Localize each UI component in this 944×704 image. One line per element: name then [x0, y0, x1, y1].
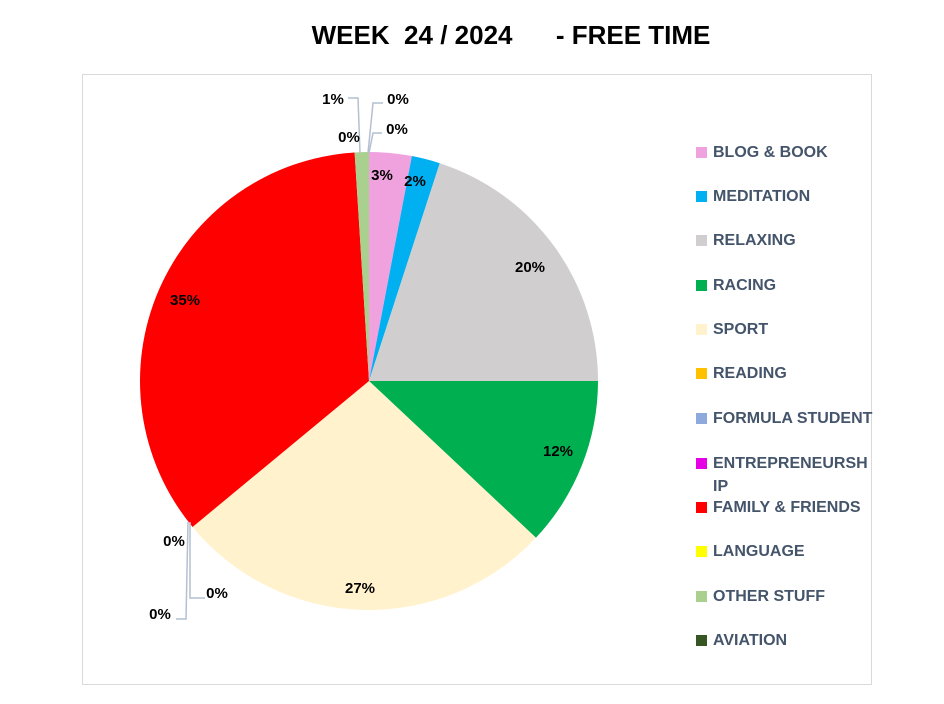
legend-label: OTHER STUFF: [713, 588, 825, 605]
legend-label: AVIATION: [713, 632, 788, 649]
legend-swatch: [696, 502, 707, 513]
pie-slice-4: [192, 381, 536, 610]
legend-swatch: [696, 635, 707, 646]
legend-swatch: [696, 546, 707, 557]
pie-slice-8: [140, 152, 369, 527]
pie-slice-1: [369, 156, 440, 381]
legend-swatch: [696, 368, 707, 379]
data-label: 27%: [345, 580, 375, 597]
legend-item: MEDITATION: [696, 185, 876, 208]
data-label: 2%: [404, 173, 426, 190]
legend-swatch: [696, 324, 707, 335]
legend-label: RACING: [713, 277, 777, 294]
data-label: 0%: [206, 585, 228, 602]
legend-item: READING: [696, 362, 876, 385]
legend-swatch: [696, 235, 707, 246]
legend-swatch: [696, 147, 707, 158]
legend-item: AVIATION: [696, 629, 876, 652]
legend-item: SPORT: [696, 318, 876, 341]
leader-line: [367, 102, 383, 154]
legend-swatch: [696, 413, 707, 424]
legend-item: RACING: [696, 274, 876, 297]
data-label: 0%: [149, 606, 171, 623]
data-label: 3%: [371, 167, 393, 184]
legend-label: RELAXING: [713, 232, 796, 249]
pie-slice-2: [369, 163, 598, 381]
chart-title: WEEK 24 / 2024 - FREE TIME: [311, 20, 711, 50]
legend-label: BLOG & BOOK: [713, 144, 828, 161]
data-label: 1%: [322, 91, 344, 108]
data-label: 20%: [515, 259, 545, 276]
leader-line: [368, 132, 382, 154]
pie-slice-10: [354, 152, 369, 381]
data-label: 0%: [338, 129, 360, 146]
plot-area: [82, 74, 872, 685]
legend-label: MEDITATION: [713, 188, 811, 205]
pie-slice-0: [369, 152, 412, 381]
legend-item: ENTREPRENEURSH IP: [696, 452, 876, 498]
legend-label: READING: [713, 365, 787, 382]
legend-swatch: [696, 591, 707, 602]
legend-swatch: [696, 458, 707, 469]
pie-slice-3: [369, 381, 598, 538]
data-label: 0%: [387, 91, 409, 108]
legend-item: FAMILY & FRIENDS: [696, 496, 876, 519]
data-label: 0%: [163, 533, 185, 550]
leader-line: [176, 521, 189, 620]
legend-item: BLOG & BOOK: [696, 141, 876, 164]
legend-item: FORMULA STUDENT: [696, 407, 876, 430]
legend-label: LANGUAGE: [713, 543, 805, 560]
legend-swatch: [696, 191, 707, 202]
data-label: 12%: [543, 443, 573, 460]
legend-label: FORMULA STUDENT: [713, 410, 873, 427]
legend-label: ENTREPRENEURSH IP: [713, 455, 868, 495]
legend-item: LANGUAGE: [696, 540, 876, 563]
data-label: 35%: [170, 292, 200, 309]
legend-label: SPORT: [713, 321, 769, 338]
data-label: 0%: [386, 121, 408, 138]
legend-item: OTHER STUFF: [696, 585, 876, 608]
legend-label: FAMILY & FRIENDS: [713, 499, 861, 516]
leader-line: [189, 522, 205, 599]
leader-line: [348, 97, 361, 154]
legend-swatch: [696, 280, 707, 291]
legend-item: RELAXING: [696, 229, 876, 252]
